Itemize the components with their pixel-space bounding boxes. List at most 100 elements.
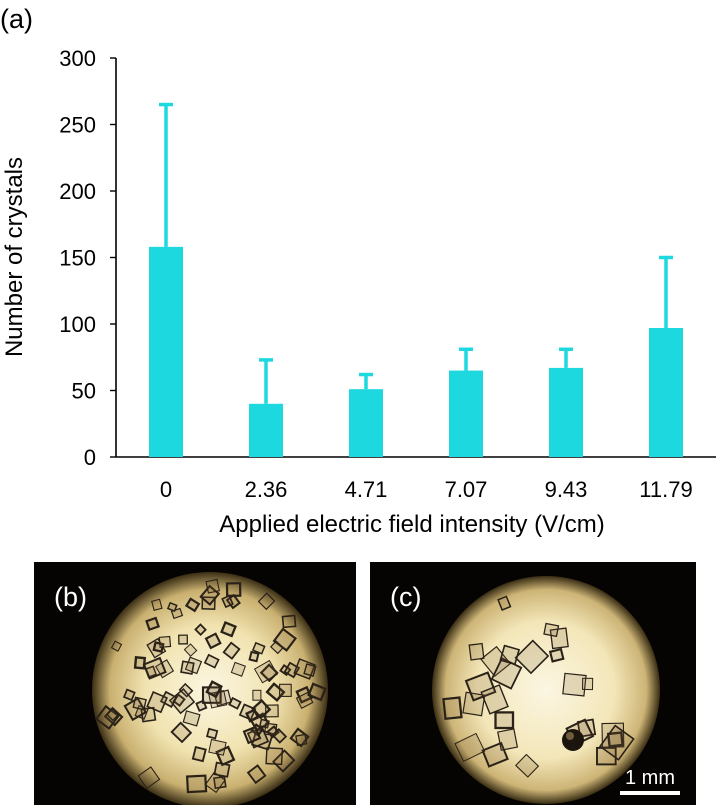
x-tick-label: 7.07: [445, 477, 488, 502]
panel-c-label: (c): [390, 582, 422, 612]
crystal: [205, 680, 223, 699]
panel-b-label: (b): [54, 582, 87, 612]
crystal: [295, 691, 314, 709]
crystal: [499, 644, 521, 666]
crystals-c: [442, 595, 635, 778]
crystal: [253, 659, 278, 684]
crystal: [168, 688, 196, 715]
crystal: [596, 746, 617, 766]
crystal: [222, 641, 241, 660]
x-tick-label: 2.36: [245, 477, 288, 502]
crystal: [514, 639, 550, 675]
crystal: [183, 643, 198, 657]
bar: [349, 389, 383, 457]
crystal: [265, 747, 284, 766]
crystal: [166, 601, 178, 613]
y-tick-label: 200: [59, 179, 96, 204]
crystal: [182, 710, 201, 727]
y-tick-label: 50: [72, 379, 96, 404]
crystal: [303, 663, 317, 677]
micrograph-b-image: [92, 572, 328, 805]
crystal: [289, 727, 310, 748]
crystal: [215, 745, 236, 767]
crystal: [122, 688, 136, 702]
y-tick-label: 0: [84, 445, 96, 470]
crystal: [221, 594, 234, 609]
y-tick-label: 150: [59, 246, 96, 271]
bar: [249, 403, 283, 457]
crystal: [132, 696, 147, 711]
crystal: [271, 727, 288, 744]
crystal: [293, 658, 316, 680]
x-tick-label: 11.79: [639, 477, 692, 502]
crystal: [94, 704, 120, 730]
crystal: [110, 640, 123, 652]
bar-series: [149, 102, 683, 457]
x-tick-label: 0: [160, 477, 172, 502]
crystal: [252, 689, 262, 701]
crystal: [548, 647, 565, 663]
crystal: [180, 660, 195, 675]
crystal: [270, 640, 284, 655]
crystal: [257, 592, 276, 611]
crystal: [543, 622, 560, 638]
crystal: [468, 642, 485, 661]
crystal: [606, 731, 624, 748]
crystal: [184, 597, 201, 613]
micrograph-b: (b): [34, 562, 356, 805]
crystal: [208, 738, 227, 756]
bar: [149, 246, 183, 457]
crystals-b: [94, 578, 327, 794]
bar: [649, 327, 683, 457]
crystal: [307, 682, 327, 702]
crystal: [205, 578, 221, 594]
crystal: [178, 682, 194, 698]
crystal: [497, 595, 512, 611]
crystal: [295, 733, 308, 747]
y-tick-label: 100: [59, 312, 96, 337]
crystal: [170, 721, 193, 744]
bar: [449, 370, 483, 457]
crystal: [185, 774, 208, 794]
crystal: [258, 718, 270, 729]
crystal: [581, 677, 594, 691]
bar-chart: (a) 0 50 100 150 200 250 300 0 2.36 4.71 7.07 9.43 1…: [0, 4, 716, 538]
crystal: [248, 650, 260, 663]
crystal: [213, 761, 231, 778]
x-tick-label: 4.71: [345, 477, 388, 502]
y-tick-label: 250: [59, 113, 96, 138]
crystal: [464, 671, 497, 702]
crystal: [494, 711, 515, 730]
crystal: [178, 634, 189, 645]
scale-bar-label: 1 mm: [625, 767, 675, 789]
crystal: [246, 764, 267, 785]
crystal: [146, 691, 168, 714]
crystal: [480, 684, 509, 715]
crystal: [194, 623, 207, 636]
crystal: [480, 645, 512, 678]
crystal: [199, 584, 221, 606]
crystal: [137, 766, 161, 789]
crystal: [266, 725, 280, 739]
scale-bar-line: [620, 791, 680, 795]
crystal: [242, 725, 262, 745]
crystal: [133, 656, 147, 670]
crystal: [213, 775, 227, 790]
crystal: [251, 699, 272, 720]
micrograph-c: (c) 1 mm: [370, 562, 696, 805]
x-axis-label: Applied electric field intensity (V/cm): [219, 511, 604, 538]
bar: [549, 367, 583, 457]
crystal: [279, 683, 292, 697]
crystal: [123, 697, 148, 722]
crystal: [598, 724, 635, 761]
crystal: [170, 607, 184, 620]
crystal: [106, 708, 120, 722]
crystal: [281, 614, 297, 629]
crystal: [228, 696, 242, 710]
bubble-highlight: [566, 732, 574, 740]
panel-a-label: (a): [0, 4, 33, 34]
crystal: [158, 635, 172, 649]
crystal: [220, 621, 237, 638]
chart-axes: [115, 58, 716, 458]
crystal: [230, 661, 246, 677]
